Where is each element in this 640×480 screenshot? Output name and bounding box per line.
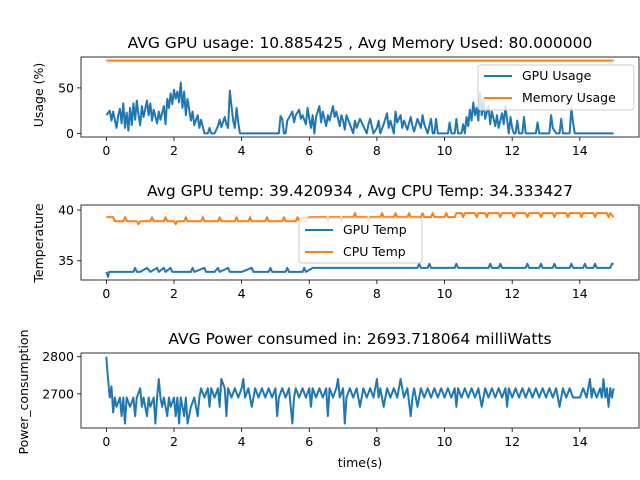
power-ytick-label: 2700 bbox=[42, 386, 74, 401]
temperature-axes-frame bbox=[80, 204, 640, 281]
temperature-legend: GPU Temp CPU Temp bbox=[298, 217, 423, 264]
power-xtick-label: 8 bbox=[373, 434, 381, 449]
temperature-ylabel: Temperature bbox=[31, 203, 46, 283]
power-xtick-label: 14 bbox=[572, 434, 588, 449]
power-xtick-label: 0 bbox=[102, 434, 110, 449]
usage-ytick-label: 0 bbox=[66, 126, 74, 141]
temperature-xtick-label: 8 bbox=[373, 286, 381, 301]
temperature-xtick-label: 10 bbox=[437, 286, 453, 301]
usage-xtick-label: 2 bbox=[170, 143, 178, 158]
power-series-group bbox=[105, 356, 615, 425]
usage-xtick-label: 10 bbox=[437, 143, 453, 158]
usage-xtick-label: 4 bbox=[238, 143, 246, 158]
temperature-xtick-label: 4 bbox=[238, 286, 246, 301]
temperature-series-line-0 bbox=[105, 262, 614, 278]
subplot-power: AVG Power consumed in: 2693.718064 milli… bbox=[16, 330, 640, 470]
usage-xtick-label: 6 bbox=[305, 143, 313, 158]
temperature-xtick-label: 14 bbox=[572, 286, 588, 301]
power-xtick-label: 6 bbox=[305, 434, 313, 449]
temperature-legend-label-cpu: CPU Temp bbox=[343, 244, 406, 259]
temperature-xtick-label: 6 bbox=[305, 286, 313, 301]
temperature-series-line-1 bbox=[106, 212, 615, 226]
temperature-ticks: 0 2 4 6 8 10 12 14 35 40 bbox=[58, 203, 588, 301]
temperature-ytick-label: 35 bbox=[58, 253, 74, 268]
usage-legend: GPU Usage Memory Usage bbox=[477, 64, 635, 111]
power-title: AVG Power consumed in: 2693.718064 milli… bbox=[168, 330, 551, 348]
usage-ylabel: Usage (%) bbox=[31, 63, 46, 128]
usage-series-group bbox=[105, 59, 614, 135]
temperature-xtick-label: 0 bbox=[102, 286, 110, 301]
usage-legend-label-memory: Memory Usage bbox=[522, 90, 616, 105]
power-axes-frame bbox=[80, 352, 640, 429]
usage-legend-box bbox=[477, 64, 635, 111]
usage-series-line-0 bbox=[105, 81, 614, 135]
power-ticks: 0 2 4 6 8 10 12 14 2700 2800 bbox=[42, 349, 588, 449]
power-xtick-label: 4 bbox=[238, 434, 246, 449]
power-xtick-label: 12 bbox=[504, 434, 520, 449]
power-ytick-label: 2800 bbox=[42, 349, 74, 364]
usage-xtick-label: 8 bbox=[373, 143, 381, 158]
temperature-ytick-label: 40 bbox=[58, 203, 74, 218]
temperature-xtick-label: 2 bbox=[170, 286, 178, 301]
usage-title: AVG GPU usage: 10.885425 , Avg Memory Us… bbox=[128, 34, 593, 52]
usage-xtick-label: 14 bbox=[572, 143, 588, 158]
usage-ticks: 0 2 4 6 8 10 12 14 0 50 bbox=[58, 80, 588, 158]
usage-ytick-label: 50 bbox=[58, 80, 74, 95]
subplot-temperature: Avg GPU temp: 39.420934 , Avg CPU Temp: … bbox=[31, 182, 640, 301]
usage-legend-label-gpu: GPU Usage bbox=[522, 68, 592, 83]
power-ylabel: Power_consumption bbox=[16, 330, 31, 455]
power-xtick-label: 2 bbox=[170, 434, 178, 449]
temperature-xtick-label: 12 bbox=[504, 286, 520, 301]
temperature-legend-label-gpu: GPU Temp bbox=[343, 222, 407, 237]
usage-xtick-label: 12 bbox=[504, 143, 520, 158]
temperature-series-group bbox=[105, 212, 615, 278]
power-xlabel: time(s) bbox=[338, 455, 383, 470]
power-series-line-0 bbox=[105, 356, 615, 425]
usage-axes-frame bbox=[80, 56, 640, 138]
temperature-title: Avg GPU temp: 39.420934 , Avg CPU Temp: … bbox=[147, 182, 573, 200]
usage-xtick-label: 0 bbox=[102, 143, 110, 158]
subplot-usage: AVG GPU usage: 10.885425 , Avg Memory Us… bbox=[31, 34, 640, 158]
power-xtick-label: 10 bbox=[437, 434, 453, 449]
